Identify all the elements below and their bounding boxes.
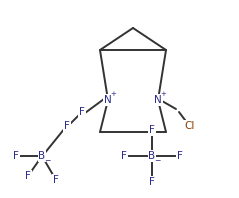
Text: F: F xyxy=(79,107,85,117)
Text: F: F xyxy=(25,171,31,181)
Text: F: F xyxy=(121,151,127,161)
Text: F: F xyxy=(13,151,19,161)
Text: F: F xyxy=(64,121,70,131)
Text: F: F xyxy=(177,151,183,161)
Text: Cl: Cl xyxy=(185,121,195,131)
Text: +: + xyxy=(161,91,166,97)
Text: F: F xyxy=(149,177,155,187)
Text: N: N xyxy=(104,95,112,105)
Text: F: F xyxy=(149,125,155,135)
Text: +: + xyxy=(111,91,116,97)
Text: −: − xyxy=(44,156,50,166)
Text: N: N xyxy=(154,95,162,105)
Text: B: B xyxy=(38,151,46,161)
Text: F: F xyxy=(53,175,59,185)
Text: B: B xyxy=(148,151,156,161)
Text: −: − xyxy=(154,156,160,166)
